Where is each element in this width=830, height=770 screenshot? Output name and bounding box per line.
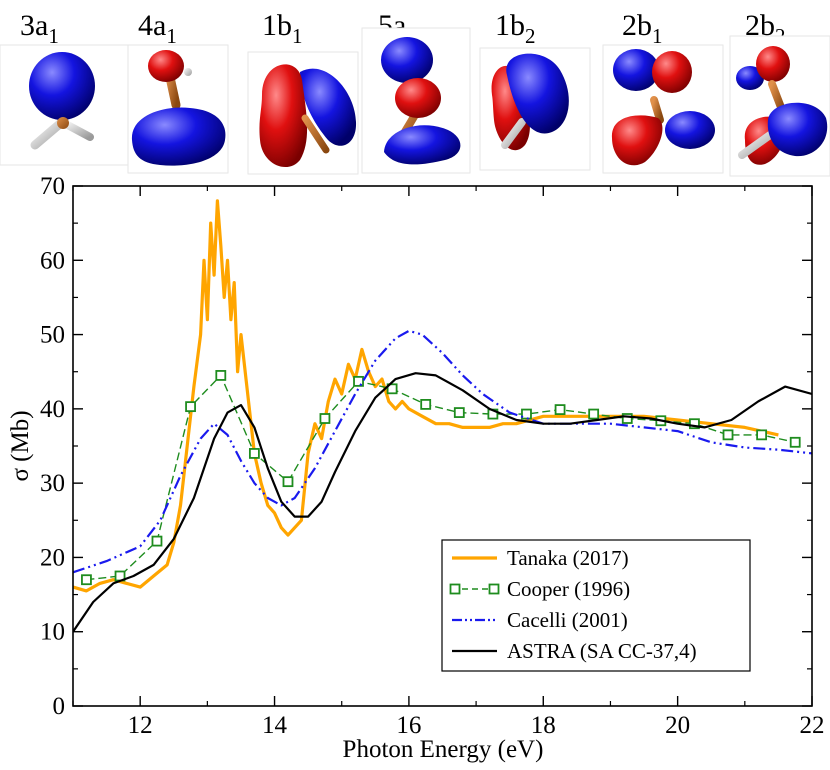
data-point-cooper-1996 bbox=[386, 383, 398, 395]
legend-marker-cooper-1996 bbox=[488, 583, 500, 595]
orbital-image-2b1 bbox=[602, 44, 724, 174]
x-tick-label: 18 bbox=[531, 712, 556, 739]
data-point-cooper-1996 bbox=[81, 574, 92, 586]
y-tick-label: 0 bbox=[53, 693, 66, 720]
orbital-label-2b1: 2b1 bbox=[622, 9, 663, 48]
y-axis: 0 10 20 30 40 50 60 70 bbox=[40, 173, 812, 720]
data-point-cooper-1996 bbox=[353, 375, 364, 387]
data-point-cooper-1996 bbox=[689, 418, 700, 430]
legend-label-cacelli-2001: Cacelli (2001) bbox=[507, 608, 628, 632]
x-axis-title: Photon Energy (eV) bbox=[343, 736, 544, 763]
orbital-label-3a1: 3a1 bbox=[20, 9, 59, 48]
data-point-cooper-1996 bbox=[554, 404, 566, 416]
legend-items: Tanaka (2017) Cooper (1996) Cacelli (2001)… bbox=[449, 546, 697, 663]
series-layer bbox=[73, 199, 812, 633]
data-point-cooper-1996 bbox=[420, 398, 432, 410]
series-line-cooper-1996 bbox=[86, 374, 796, 581]
orbital-image-1b2 bbox=[479, 47, 591, 171]
orbital-image-2b2 bbox=[729, 35, 830, 177]
data-point-cooper-1996 bbox=[319, 413, 331, 424]
series-line-tanaka-2017 bbox=[73, 199, 779, 593]
legend-label-cooper-1996: Cooper (1996) bbox=[507, 577, 630, 601]
data-point-cooper-1996 bbox=[722, 429, 734, 441]
data-point-cooper-1996 bbox=[453, 407, 465, 418]
orbital-image-5a1 bbox=[361, 27, 471, 174]
data-point-cooper-1996 bbox=[588, 408, 600, 420]
data-point-cooper-1996 bbox=[185, 401, 196, 413]
y-tick-label: 70 bbox=[40, 173, 65, 200]
orbital-images bbox=[0, 27, 830, 177]
orbital-image-1b1 bbox=[247, 51, 359, 175]
data-point-cooper-1996 bbox=[215, 370, 227, 381]
y-axis-title: σ (Mb) bbox=[7, 410, 34, 481]
orbital-image-3a1 bbox=[0, 44, 129, 166]
y-tick-label: 50 bbox=[40, 322, 65, 349]
y-tick-label: 40 bbox=[40, 396, 65, 423]
plot-area: 12 14 16 18 20 22 0 10 20 30 40 50 60 70 Photon Ener… bbox=[7, 173, 825, 763]
series-line-cacelli-2001 bbox=[73, 329, 812, 574]
data-point-cooper-1996 bbox=[756, 429, 768, 441]
data-point-cooper-1996 bbox=[521, 408, 532, 420]
y-tick-label: 60 bbox=[40, 247, 65, 274]
x-tick-label: 22 bbox=[800, 712, 825, 739]
x-tick-label: 14 bbox=[262, 712, 288, 739]
series-line-astra-sa-cc-37-4 bbox=[73, 372, 812, 633]
legend-box bbox=[441, 539, 751, 672]
x-tick-label: 20 bbox=[665, 712, 690, 739]
orbital-label-1b2: 1b2 bbox=[495, 9, 536, 48]
orbital-image-4a1 bbox=[127, 44, 229, 174]
data-point-cooper-1996 bbox=[248, 448, 260, 459]
legend: Tanaka (2017) Cooper (1996) Cacelli (2001)… bbox=[441, 539, 751, 672]
data-point-cooper-1996 bbox=[151, 535, 163, 547]
y-tick-label: 30 bbox=[40, 470, 65, 497]
legend-label-tanaka-2017: Tanaka (2017) bbox=[507, 546, 629, 570]
data-point-cooper-1996 bbox=[789, 436, 801, 448]
orbital-label-1b1: 1b1 bbox=[262, 9, 303, 48]
data-point-cooper-1996 bbox=[621, 413, 633, 424]
y-tick-label: 10 bbox=[40, 619, 65, 646]
data-point-cooper-1996 bbox=[282, 476, 294, 488]
legend-marker-cooper-1996 bbox=[449, 583, 461, 595]
x-axis: 12 14 16 18 20 22 bbox=[72, 186, 825, 739]
y-tick-label: 20 bbox=[40, 544, 65, 571]
x-tick-label: 16 bbox=[396, 712, 421, 739]
orbital-label-4a1: 4a1 bbox=[138, 9, 177, 48]
legend-label-astra-sa-cc-37-4: ASTRA (SA CC-37,4) bbox=[507, 639, 697, 663]
x-tick-label: 12 bbox=[128, 712, 153, 739]
